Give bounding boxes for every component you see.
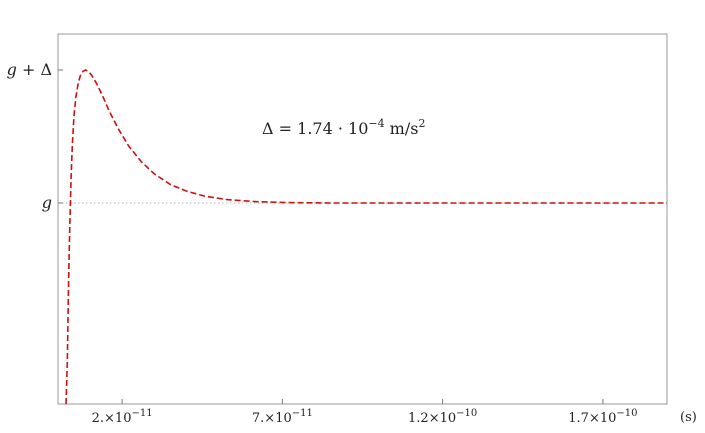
- y-ticks: g + Δ g: [7, 60, 63, 212]
- plot-frame: [57, 33, 668, 405]
- annotation-exponent: −4: [368, 117, 384, 130]
- y-tick-label: g: [42, 193, 52, 212]
- x-tick-label: 1.2×10−10: [408, 408, 477, 426]
- annotation-prefix: Δ = 1.74 · 10: [262, 119, 368, 138]
- series-line: [65, 69, 667, 405]
- annotation-unit: m/s: [385, 119, 419, 138]
- x-ticks: 2.×10−11 7.×10−11 1.2×10−10 1.7×10−10: [92, 399, 638, 426]
- annotation-unit-exponent: 2: [418, 117, 425, 130]
- x-tick-label: 1.7×10−10: [568, 408, 637, 426]
- x-tick-label: 2.×10−11: [92, 408, 153, 426]
- y-tick-label: g + Δ: [7, 60, 52, 79]
- x-tick-label: 7.×10−11: [252, 408, 313, 426]
- x-axis-label: (s): [680, 410, 697, 425]
- delta-annotation: Δ = 1.74 · 10−4 m/s2: [262, 117, 425, 138]
